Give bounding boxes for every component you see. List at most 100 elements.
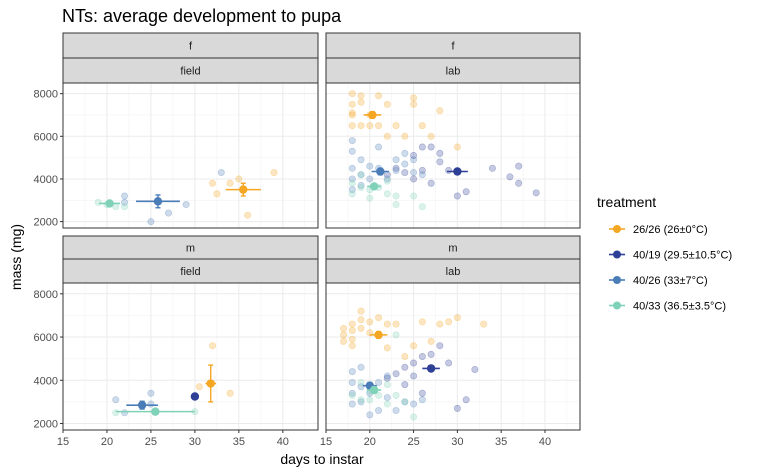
data-point [375, 407, 383, 415]
data-point [357, 383, 365, 391]
data-point [515, 162, 523, 170]
chart-title: NTs: average development to pupa [62, 6, 342, 26]
legend-label: 40/26 (33±7°C) [633, 275, 708, 287]
data-point [401, 352, 409, 360]
legend-item: 40/33 (36.5±3.5°C) [609, 301, 726, 313]
data-point [244, 211, 252, 219]
data-point [375, 122, 383, 130]
data-point [357, 181, 365, 189]
x-tick-label: 40 [277, 436, 289, 448]
panel-border [325, 282, 581, 431]
data-point [357, 316, 365, 324]
data-point [532, 189, 540, 197]
data-point [401, 398, 409, 406]
y-tick-label: 6000 [34, 131, 58, 143]
mean-point [190, 392, 200, 401]
x-tick-label: 35 [233, 436, 245, 448]
data-point [383, 400, 391, 408]
data-point [410, 156, 418, 164]
data-point [410, 94, 418, 102]
legend-item: 40/19 (29.5±10.5°C) [609, 250, 732, 262]
mean-marker [367, 182, 382, 191]
data-point [383, 175, 391, 183]
y-tick-label: 6000 [34, 332, 58, 344]
data-point [418, 143, 426, 151]
data-point [348, 100, 356, 108]
panel-border [325, 82, 581, 229]
data-point [401, 149, 409, 157]
data-point [418, 396, 426, 404]
data-point [348, 190, 356, 198]
y-tick-label: 8000 [34, 289, 58, 301]
data-point [410, 359, 418, 367]
y-tick-label: 8000 [34, 89, 58, 101]
data-point [453, 143, 461, 151]
data-point [392, 407, 400, 415]
facet-label-sex: f [189, 41, 193, 53]
data-point [410, 342, 418, 350]
data-point [410, 175, 418, 183]
data-point [121, 198, 129, 206]
legend-key-point [613, 250, 621, 259]
data-point [112, 409, 120, 417]
data-point [226, 389, 234, 397]
x-tick-label: 25 [145, 436, 157, 448]
data-point [112, 396, 120, 404]
y-tick-label: 4000 [34, 375, 58, 387]
data-point [383, 394, 391, 402]
data-point [401, 169, 409, 177]
data-point [401, 398, 409, 406]
data-point [392, 166, 400, 174]
facet-label-sex: m [448, 243, 457, 255]
data-point [410, 100, 418, 108]
x-tick-label: 30 [189, 436, 201, 448]
mean-point [369, 385, 379, 395]
mean-point [374, 330, 383, 340]
data-point [348, 186, 356, 194]
legend-title: treatment [597, 194, 656, 210]
data-point [357, 324, 365, 332]
mean-marker [446, 167, 468, 176]
mean-marker [367, 385, 382, 395]
data-point [383, 372, 391, 380]
data-point [121, 192, 129, 200]
data-point [94, 198, 102, 206]
panel-f-lab: f lab [325, 32, 581, 229]
data-point [348, 389, 356, 397]
data-point [392, 331, 400, 339]
legend-key-point [613, 276, 621, 284]
data-point [121, 409, 129, 417]
data-point [366, 318, 374, 326]
y-axis-title: mass (mg) [8, 224, 24, 290]
y-tick-label: 2000 [34, 217, 58, 229]
data-point [462, 188, 470, 196]
data-point [357, 396, 365, 404]
data-point [445, 166, 453, 174]
panel-border [62, 82, 319, 229]
data-point [348, 368, 356, 376]
data-point [418, 318, 426, 326]
data-point [383, 100, 391, 108]
data-point [436, 320, 444, 328]
mean-marker [126, 400, 158, 410]
data-point [427, 143, 435, 151]
legend-key-point [613, 225, 621, 233]
facet-strip-sex [325, 32, 581, 59]
data-point [348, 179, 356, 187]
mean-marker [190, 392, 200, 401]
mean-point [376, 167, 385, 176]
data-point [401, 160, 409, 168]
data-point [348, 147, 356, 155]
data-point [383, 190, 391, 198]
x-tick-label: 30 [451, 436, 463, 448]
data-point [392, 320, 400, 328]
mean-marker [115, 407, 195, 416]
data-point [418, 171, 426, 179]
data-point [348, 122, 356, 130]
facet-label-sex: m [186, 243, 195, 255]
data-point [375, 378, 383, 386]
data-point [418, 166, 426, 174]
data-point [392, 192, 400, 200]
data-point [235, 175, 243, 183]
data-point [147, 218, 155, 226]
